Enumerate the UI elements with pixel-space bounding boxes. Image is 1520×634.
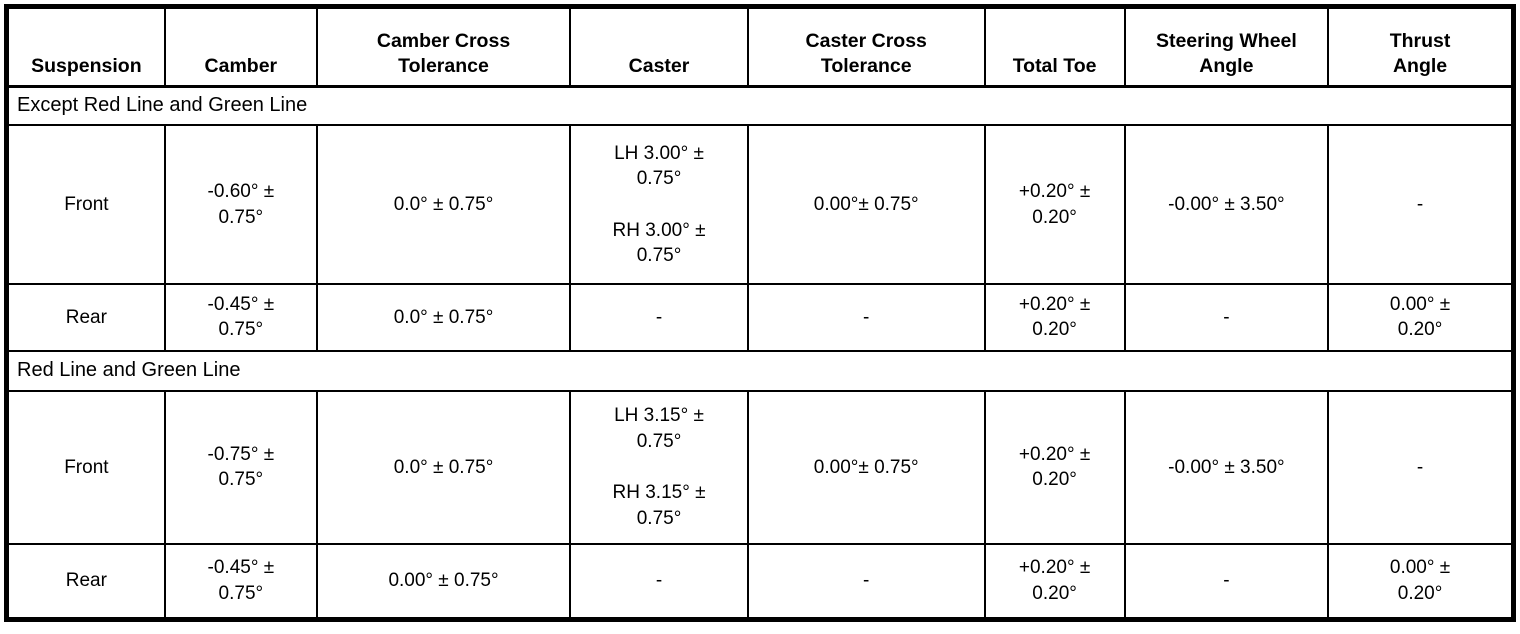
- cell-suspension: Front: [5, 389, 166, 545]
- cell-camber-cross-tolerance: 0.0° ± 0.75°: [315, 283, 572, 352]
- alignment-specifications-table: Suspension Camber Camber Cross Tolerance…: [4, 4, 1516, 622]
- cell-thrust-angle: -: [1327, 389, 1515, 545]
- cell-caster: -: [569, 283, 749, 352]
- cell-steering-wheel-angle: -0.00° ± 3.50°: [1123, 389, 1330, 545]
- cell-steering-wheel-angle: -0.00° ± 3.50°: [1123, 124, 1330, 286]
- cell-camber: -0.45° ± 0.75°: [163, 542, 318, 621]
- table-row-redgreen-rear: Rear -0.45° ± 0.75° 0.00° ± 0.75° - - +0…: [5, 542, 1515, 621]
- column-header-thrust-angle: Thrust Angle: [1327, 5, 1515, 88]
- cell-suspension: Rear: [5, 542, 166, 621]
- column-header-suspension: Suspension: [5, 5, 166, 88]
- section-row-red-line-and-green-line: Red Line and Green Line: [5, 349, 1515, 392]
- cell-total-toe: +0.20° ± 0.20°: [983, 542, 1126, 621]
- section-row-except-red-line-and-green-line: Except Red Line and Green Line: [5, 85, 1515, 127]
- cell-caster: -: [569, 542, 749, 621]
- column-header-caster-cross-tolerance: Caster Cross Tolerance: [746, 5, 986, 88]
- cell-camber-cross-tolerance: 0.00° ± 0.75°: [315, 542, 572, 621]
- section-title: Red Line and Green Line: [5, 349, 1515, 392]
- cell-suspension: Front: [5, 124, 166, 286]
- cell-camber-cross-tolerance: 0.0° ± 0.75°: [315, 124, 572, 286]
- cell-suspension: Rear: [5, 283, 166, 352]
- cell-thrust-angle: -: [1327, 124, 1515, 286]
- column-header-total-toe: Total Toe: [983, 5, 1126, 88]
- cell-thrust-angle: 0.00° ± 0.20°: [1327, 283, 1515, 352]
- cell-steering-wheel-angle: -: [1123, 542, 1330, 621]
- table-row-except-rear: Rear -0.45° ± 0.75° 0.0° ± 0.75° - - +0.…: [5, 283, 1515, 352]
- cell-caster-cross-tolerance: -: [746, 542, 986, 621]
- section-title: Except Red Line and Green Line: [5, 85, 1515, 127]
- table-row-except-front: Front -0.60° ± 0.75° 0.0° ± 0.75° LH 3.0…: [5, 124, 1515, 286]
- column-header-camber: Camber: [163, 5, 318, 88]
- cell-total-toe: +0.20° ± 0.20°: [983, 283, 1126, 352]
- header-row: Suspension Camber Camber Cross Tolerance…: [5, 5, 1515, 88]
- column-header-steering-wheel-angle: Steering Wheel Angle: [1123, 5, 1330, 88]
- cell-steering-wheel-angle: -: [1123, 283, 1330, 352]
- cell-camber: -0.60° ± 0.75°: [163, 124, 318, 286]
- cell-caster: LH 3.15° ± 0.75° RH 3.15° ± 0.75°: [569, 389, 749, 545]
- column-header-caster: Caster: [569, 5, 749, 88]
- cell-camber: -0.75° ± 0.75°: [163, 389, 318, 545]
- cell-caster-cross-tolerance: -: [746, 283, 986, 352]
- table-row-redgreen-front: Front -0.75° ± 0.75° 0.0° ± 0.75° LH 3.1…: [5, 389, 1515, 545]
- cell-caster: LH 3.00° ± 0.75° RH 3.00° ± 0.75°: [569, 124, 749, 286]
- cell-total-toe: +0.20° ± 0.20°: [983, 124, 1126, 286]
- cell-total-toe: +0.20° ± 0.20°: [983, 389, 1126, 545]
- cell-camber: -0.45° ± 0.75°: [163, 283, 318, 352]
- cell-camber-cross-tolerance: 0.0° ± 0.75°: [315, 389, 572, 545]
- cell-caster-cross-tolerance: 0.00°± 0.75°: [746, 389, 986, 545]
- cell-thrust-angle: 0.00° ± 0.20°: [1327, 542, 1515, 621]
- column-header-camber-cross-tolerance: Camber Cross Tolerance: [315, 5, 572, 88]
- cell-caster-cross-tolerance: 0.00°± 0.75°: [746, 124, 986, 286]
